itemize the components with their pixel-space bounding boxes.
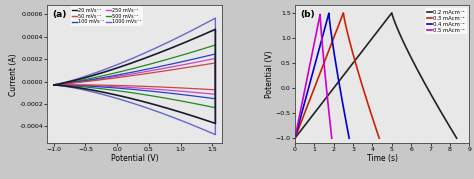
Legend: 0.2 mAcm⁻², 0.3 mAcm⁻², 0.4 mAcm⁻², 0.5 mAcm⁻²: 0.2 mAcm⁻², 0.3 mAcm⁻², 0.4 mAcm⁻², 0.5 … <box>425 8 466 34</box>
X-axis label: Time (s): Time (s) <box>366 154 398 163</box>
Text: (a): (a) <box>53 9 67 18</box>
Legend: 20 mVs⁻¹, 50 mVs⁻¹, 100 mVs⁻¹, 250 mVs⁻¹, 500 mVs⁻¹, 1000 mVs⁻¹: 20 mVs⁻¹, 50 mVs⁻¹, 100 mVs⁻¹, 250 mVs⁻¹… <box>71 6 143 26</box>
Text: (b): (b) <box>300 9 315 18</box>
X-axis label: Potential (V): Potential (V) <box>111 154 158 163</box>
Y-axis label: Potential (V): Potential (V) <box>265 50 274 98</box>
Y-axis label: Current (A): Current (A) <box>9 53 18 96</box>
